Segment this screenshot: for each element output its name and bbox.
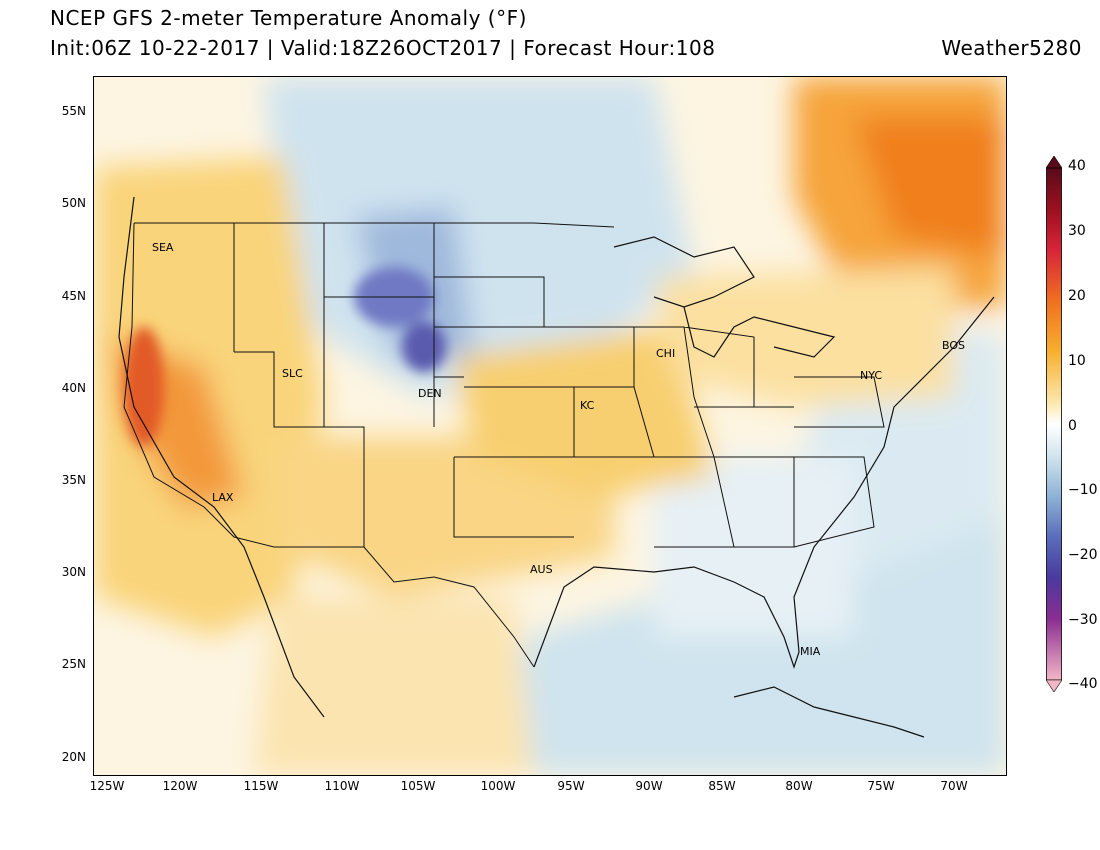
colorbar-label: 40 xyxy=(1068,158,1086,174)
colorbar-label: 30 xyxy=(1068,223,1086,239)
city-label-sea: SEA xyxy=(152,241,174,254)
city-label-aus: AUS xyxy=(530,563,553,576)
plains-states xyxy=(453,386,575,538)
dakotas xyxy=(433,223,545,328)
lon-label: 85W xyxy=(708,779,736,793)
coastlines xyxy=(118,196,995,738)
caribbean xyxy=(733,686,925,738)
lon-label: 110W xyxy=(324,779,360,793)
mountain-states xyxy=(323,223,464,427)
lon-label: 120W xyxy=(162,779,198,793)
colorbar-label: 20 xyxy=(1068,288,1086,304)
great-lakes-lower xyxy=(683,306,836,358)
gulf-atlantic-coast xyxy=(533,296,995,669)
city-label-chi: CHI xyxy=(656,347,676,360)
pacific-coast xyxy=(118,196,325,718)
northeast-warm xyxy=(654,267,954,407)
city-label-lax: LAX xyxy=(212,491,234,504)
colorbar-bottom-arrow xyxy=(1046,679,1062,692)
southwest-warm xyxy=(274,437,614,597)
lat-label: 40N xyxy=(61,381,86,395)
ca-hot-core xyxy=(124,327,164,447)
colorbar-top-arrow xyxy=(1046,156,1062,169)
colorbar xyxy=(1046,156,1062,692)
lat-label: 35N xyxy=(61,473,86,487)
carolinas xyxy=(793,456,875,548)
map-subtitle: Init:06Z 10-22-2017 | Valid:18Z26OCT2017… xyxy=(50,36,716,60)
lon-label: 115W xyxy=(243,779,279,793)
west-states xyxy=(233,223,365,547)
lon-label: 70W xyxy=(940,779,968,793)
cold-core-2 xyxy=(402,322,446,372)
great-lakes-upper xyxy=(613,236,755,308)
city-label-nyc: NYC xyxy=(860,369,883,382)
anomaly-map xyxy=(94,77,1006,775)
map-title: NCEP GFS 2-meter Temperature Anomaly (°F… xyxy=(50,6,527,30)
mid-atlantic xyxy=(754,376,885,428)
colorbar-label: −40 xyxy=(1068,676,1098,692)
us-southwest-border xyxy=(123,222,535,668)
lon-label: 100W xyxy=(480,779,516,793)
lat-label: 25N xyxy=(61,657,86,671)
colorbar-label: −30 xyxy=(1068,612,1098,628)
colorbar-label: 10 xyxy=(1068,353,1086,369)
plains-warm xyxy=(454,327,714,497)
lon-label: 90W xyxy=(635,779,663,793)
colorbar-label: 0 xyxy=(1068,418,1077,434)
brand-label: Weather5280 xyxy=(941,36,1082,60)
colorbar-label: −10 xyxy=(1068,482,1098,498)
lat-label: 45N xyxy=(61,289,86,303)
lat-label: 30N xyxy=(61,565,86,579)
lon-label: 95W xyxy=(557,779,585,793)
lat-label: 50N xyxy=(61,196,86,210)
us-canada-border xyxy=(134,222,615,228)
lat-label: 55N xyxy=(61,104,86,118)
lon-label: 125W xyxy=(89,779,125,793)
boundaries xyxy=(123,222,885,668)
city-label-den: DEN xyxy=(418,387,442,400)
south-states xyxy=(654,456,795,548)
map-panel: SEA SLC DEN KC CHI NYC BOS LAX AUS MIA xyxy=(93,76,1007,776)
colorbar-label: −20 xyxy=(1068,547,1098,563)
lat-label: 20N xyxy=(61,750,86,764)
lon-label: 75W xyxy=(867,779,895,793)
lon-label: 80W xyxy=(785,779,813,793)
city-label-bos: BOS xyxy=(942,339,965,352)
city-label-slc: SLC xyxy=(282,367,303,380)
mexico-field xyxy=(254,597,534,775)
city-label-kc: KC xyxy=(580,399,595,412)
colorbar-gradient xyxy=(1046,167,1062,681)
lon-label: 105W xyxy=(400,779,436,793)
city-label-mia: MIA xyxy=(800,645,821,658)
quebec-hot xyxy=(854,117,1006,257)
